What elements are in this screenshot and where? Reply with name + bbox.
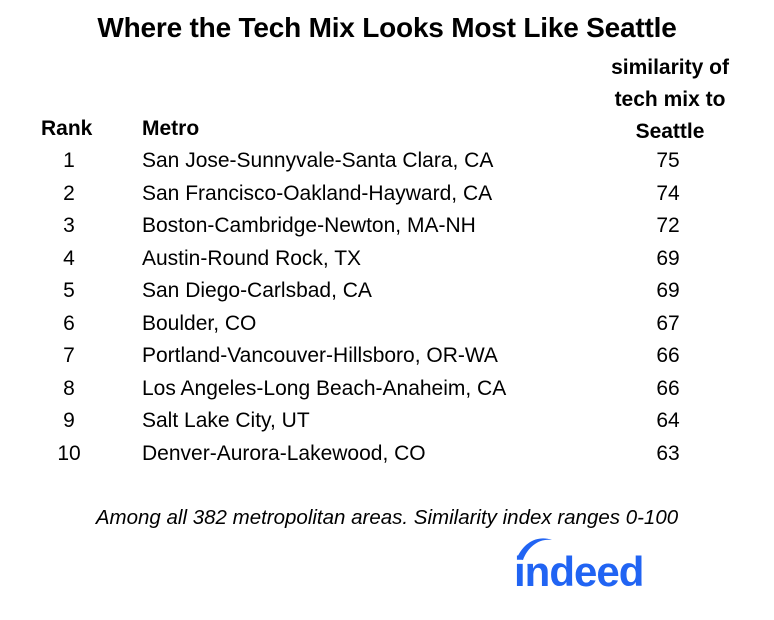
similarity-value-cell: 66 <box>656 376 680 400</box>
rank-cell: 8 <box>63 376 75 400</box>
logo-wordmark: indeed <box>514 548 643 595</box>
rank-cell: 6 <box>63 311 75 335</box>
metro-cell: Boulder, CO <box>142 311 257 335</box>
table-row: 5 San Diego-Carlsbad, CA 69 <box>0 275 774 307</box>
metro-column-header: Metro <box>142 117 200 140</box>
value-header-line: Seattle <box>635 120 705 143</box>
metro-cell: Salt Lake City, UT <box>142 409 310 432</box>
metro-cell: Austin-Round Rock, TX <box>142 246 362 270</box>
logo-swoosh <box>517 538 552 560</box>
similarity-value-cell: 69 <box>656 279 680 302</box>
table-row: 1 San Jose-Sunnyvale-Santa Clara, CA 75 <box>0 145 774 177</box>
metro-cell: San Diego-Carlsbad, CA <box>142 279 372 302</box>
table-row: 7 Portland-Vancouver-Hillsboro, OR-WA 66 <box>0 340 774 372</box>
rank-cell: 7 <box>63 344 75 367</box>
similarity-value-cell: 75 <box>656 149 680 172</box>
table-row: 8 Los Angeles-Long Beach-Anaheim, CA 66 <box>0 373 774 405</box>
indeed-logo: indeed <box>514 538 644 595</box>
metro-cell: San Francisco-Oakland-Hayward, CA <box>142 181 493 205</box>
metro-cell: Los Angeles-Long Beach-Anaheim, CA <box>142 376 507 400</box>
similarity-value-cell: 69 <box>656 246 680 270</box>
footnote: Among all 382 metropolitan areas. Simila… <box>95 506 679 529</box>
rank-cell: 1 <box>63 149 75 172</box>
table-row: 9 Salt Lake City, UT 64 <box>0 405 774 437</box>
table-row: 2 San Francisco-Oakland-Hayward, CA 74 <box>0 178 774 210</box>
value-header-line: similarity of <box>611 56 729 79</box>
table-row: 4 Austin-Round Rock, TX 69 <box>0 243 774 275</box>
similarity-value-cell: 64 <box>656 409 680 432</box>
metro-cell: Denver-Aurora-Lakewood, CO <box>142 441 426 465</box>
rank-cell: 5 <box>63 279 75 302</box>
table-row: 3 Boston-Cambridge-Newton, MA-NH 72 <box>0 210 774 242</box>
similarity-value-cell: 72 <box>656 214 680 237</box>
similarity-value-cell: 67 <box>656 311 680 335</box>
similarity-value-cell: 63 <box>656 441 680 465</box>
value-column-header: similarity of tech mix to Seattle <box>590 52 750 148</box>
rank-cell: 10 <box>57 441 81 465</box>
metro-cell: San Jose-Sunnyvale-Santa Clara, CA <box>142 149 494 172</box>
table-row: 10 Denver-Aurora-Lakewood, CO 63 <box>0 438 774 470</box>
rank-cell: 9 <box>63 409 75 432</box>
metro-cell: Boston-Cambridge-Newton, MA-NH <box>142 214 476 237</box>
rank-column-header: Rank <box>41 117 93 140</box>
chart-title: Where the Tech Mix Looks Most Like Seatt… <box>97 12 677 43</box>
similarity-value-cell: 66 <box>656 344 680 367</box>
rank-cell: 4 <box>63 246 75 270</box>
table-row: 6 Boulder, CO 67 <box>0 308 774 340</box>
rank-cell: 2 <box>63 181 75 205</box>
value-header-line: tech mix to <box>614 88 726 111</box>
rank-cell: 3 <box>63 214 75 237</box>
similarity-value-cell: 74 <box>656 181 680 205</box>
metro-cell: Portland-Vancouver-Hillsboro, OR-WA <box>142 344 498 367</box>
